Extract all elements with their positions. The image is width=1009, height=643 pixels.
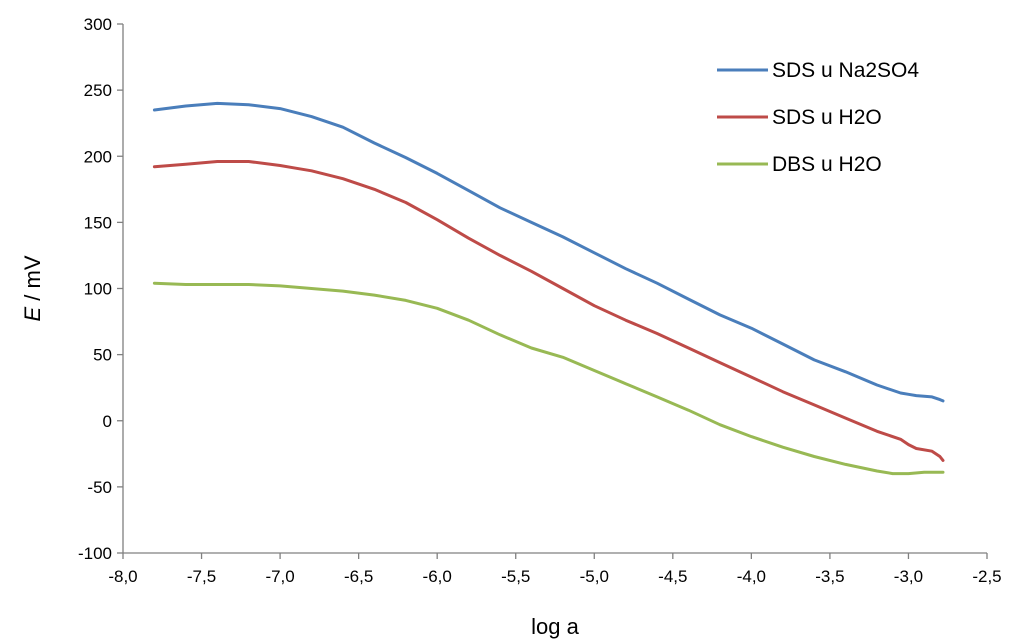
y-tick-label: 0 [103, 412, 112, 431]
x-tick-label: -7,0 [265, 567, 294, 586]
y-tick-label: 150 [84, 213, 112, 232]
x-tick-label: -5,5 [501, 567, 530, 586]
x-tick-label: -3,5 [815, 567, 844, 586]
x-tick-label: -5,0 [580, 567, 609, 586]
legend: SDS u Na2SO4 SDS u H2O DBS u H2O [717, 59, 919, 176]
series-line-3 [152, 281, 945, 476]
y-axis-title: E / mV [20, 255, 45, 321]
series-line-1 [152, 101, 945, 403]
y-axis-title-unit: / mV [20, 255, 45, 307]
y-tick-label: -100 [78, 544, 112, 563]
legend-label-1: SDS u Na2SO4 [772, 59, 919, 82]
series-group [152, 101, 945, 476]
x-tick-label: -6,5 [344, 567, 373, 586]
x-tick-label: -8,0 [108, 567, 137, 586]
series-line-2 [152, 160, 945, 462]
x-tick-label: -4,0 [737, 567, 766, 586]
y-tick-label: 300 [84, 15, 112, 34]
x-axis-ticks: -8,0 -7,5 -7,0 -6,5 -6,0 -5,5 -5,0 -4,5 -4,0 -3,5… [108, 553, 1002, 586]
axes [122, 24, 987, 554]
x-axis-title: log a [531, 614, 579, 639]
y-axis-ticks: -100 -50 0 50 100 150 200 250 300 [78, 15, 123, 563]
y-tick-label: 200 [84, 147, 112, 166]
legend-label-2: SDS u H2O [772, 106, 882, 129]
y-axis-title-symbol: E [20, 307, 45, 322]
y-tick-label: 50 [93, 346, 112, 365]
y-tick-label: -50 [87, 478, 112, 497]
legend-label-3: DBS u H2O [772, 153, 882, 176]
y-tick-label: 100 [84, 280, 112, 299]
x-tick-label: -3,0 [894, 567, 923, 586]
x-tick-label: -7,5 [187, 567, 216, 586]
x-tick-label: -6,0 [423, 567, 452, 586]
x-tick-label: -4,5 [658, 567, 687, 586]
y-tick-label: 250 [84, 81, 112, 100]
x-tick-label: -2,5 [972, 567, 1001, 586]
